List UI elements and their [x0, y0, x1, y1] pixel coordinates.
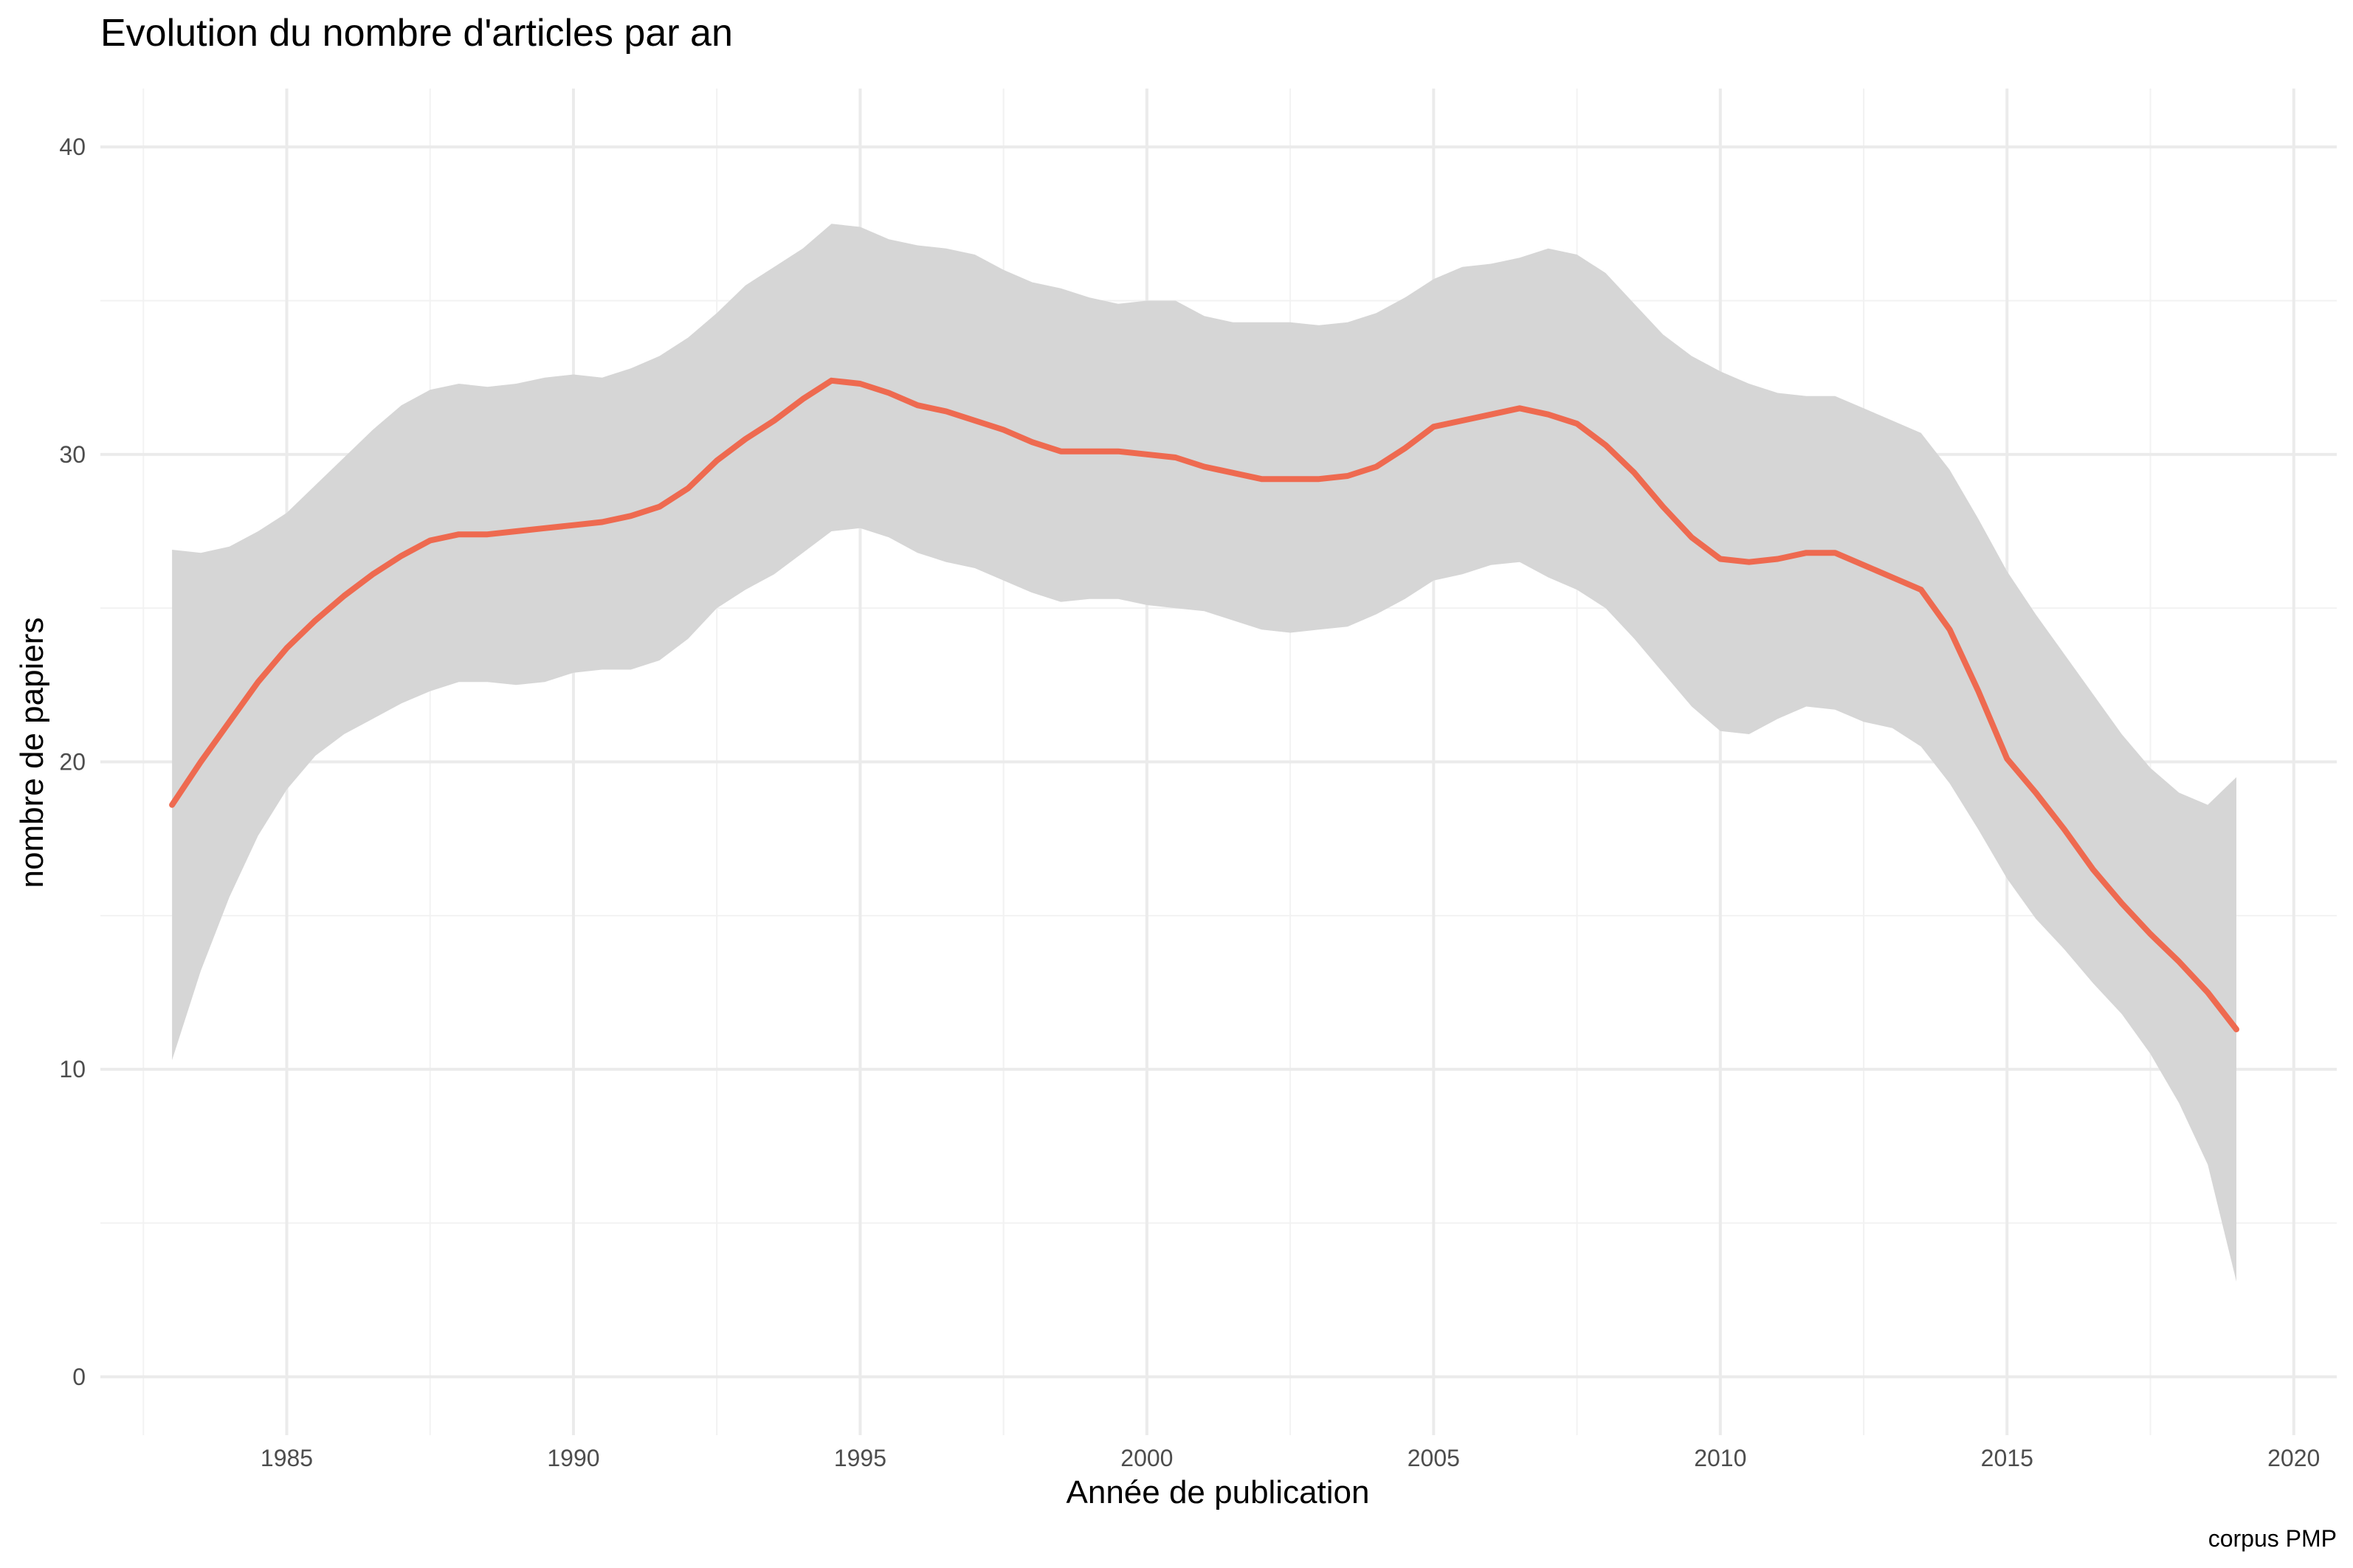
y-tick-label: 10	[59, 1056, 86, 1082]
chart-title: Evolution du nombre d'articles par an	[100, 12, 733, 55]
x-tick-label: 2010	[1694, 1445, 1746, 1471]
x-axis-label: Année de publication	[1067, 1474, 1370, 1510]
y-tick-label: 40	[59, 134, 86, 160]
x-tick-label: 2000	[1120, 1445, 1173, 1471]
y-tick-label: 30	[59, 441, 86, 468]
y-tick-labels: 0 10 20 30 40	[59, 134, 86, 1390]
y-tick-label: 0	[72, 1364, 86, 1390]
y-tick-label: 20	[59, 749, 86, 776]
x-tick-label: 1995	[834, 1445, 886, 1471]
x-tick-label: 1985	[261, 1445, 313, 1471]
series-line	[169, 377, 2239, 1032]
x-tick-label: 2005	[1408, 1445, 1460, 1471]
chart-caption: corpus PMP	[2208, 1525, 2337, 1552]
x-tick-label: 2020	[2267, 1445, 2320, 1471]
y-axis-label: nombre de papiers	[14, 618, 50, 888]
x-tick-label: 1990	[547, 1445, 599, 1471]
x-tick-labels: 1985 1990 1995 2000 2005 2010 2015 2020	[261, 1445, 2320, 1471]
x-tick-label: 2015	[1981, 1445, 2033, 1471]
